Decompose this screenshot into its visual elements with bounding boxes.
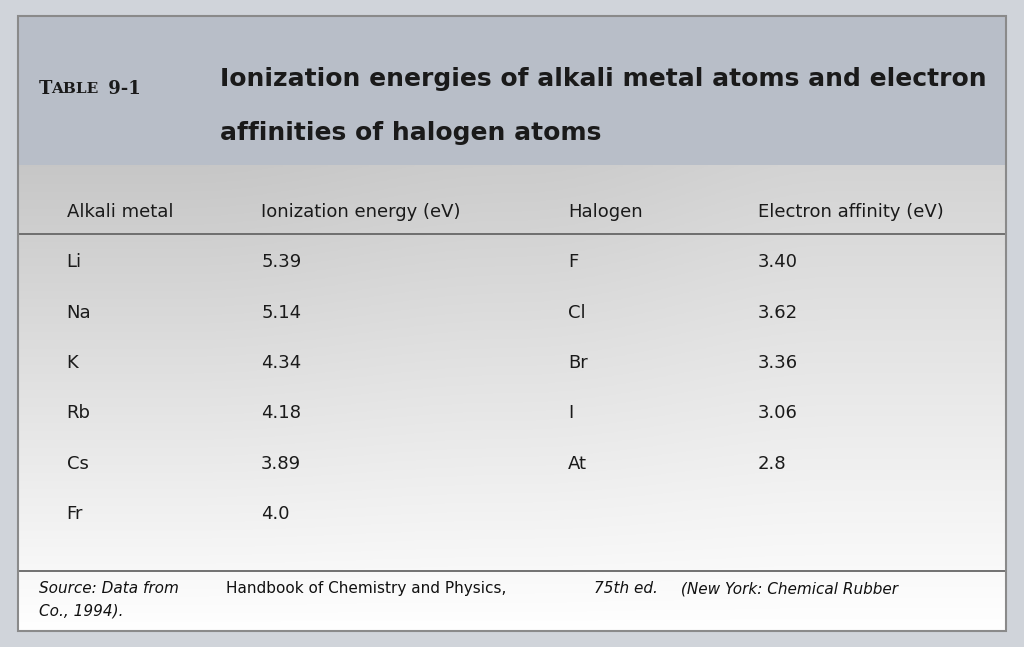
Text: T: T xyxy=(39,80,52,98)
Text: (New York: Chemical Rubber: (New York: Chemical Rubber xyxy=(676,581,898,597)
Text: Br: Br xyxy=(568,354,588,372)
Text: Ionization energy (eV): Ionization energy (eV) xyxy=(261,203,461,221)
Text: K: K xyxy=(67,354,78,372)
Text: Rb: Rb xyxy=(67,404,90,422)
Text: 2.8: 2.8 xyxy=(758,455,786,473)
Bar xyxy=(18,16,1006,165)
Text: 4.0: 4.0 xyxy=(261,505,290,523)
Text: 3.06: 3.06 xyxy=(758,404,798,422)
Text: 4.18: 4.18 xyxy=(261,404,301,422)
Text: 3.40: 3.40 xyxy=(758,253,798,271)
Text: 3.36: 3.36 xyxy=(758,354,798,372)
Text: F: F xyxy=(568,253,579,271)
Text: affinities of halogen atoms: affinities of halogen atoms xyxy=(220,120,601,145)
Text: Li: Li xyxy=(67,253,82,271)
Text: Fr: Fr xyxy=(67,505,83,523)
Text: Na: Na xyxy=(67,303,91,322)
Text: 3.89: 3.89 xyxy=(261,455,301,473)
Text: 4.34: 4.34 xyxy=(261,354,301,372)
Text: I: I xyxy=(568,404,573,422)
Text: 75th ed.: 75th ed. xyxy=(594,581,657,597)
Text: 5.14: 5.14 xyxy=(261,303,301,322)
Text: Halogen: Halogen xyxy=(568,203,643,221)
Text: Cl: Cl xyxy=(568,303,586,322)
Text: Handbook of Chemistry and Physics,: Handbook of Chemistry and Physics, xyxy=(225,581,511,597)
Text: 5.39: 5.39 xyxy=(261,253,301,271)
Text: Co., 1994).: Co., 1994). xyxy=(39,604,124,619)
Text: Electron affinity (eV): Electron affinity (eV) xyxy=(758,203,943,221)
Text: ABLE: ABLE xyxy=(51,82,98,96)
Text: Alkali metal: Alkali metal xyxy=(67,203,173,221)
Text: Cs: Cs xyxy=(67,455,88,473)
Text: At: At xyxy=(568,455,588,473)
Text: Ionization energies of alkali metal atoms and electron: Ionization energies of alkali metal atom… xyxy=(220,67,987,91)
Text: 3.62: 3.62 xyxy=(758,303,798,322)
Text: 9-1: 9-1 xyxy=(102,80,141,98)
Text: Source: Data from: Source: Data from xyxy=(39,581,183,597)
